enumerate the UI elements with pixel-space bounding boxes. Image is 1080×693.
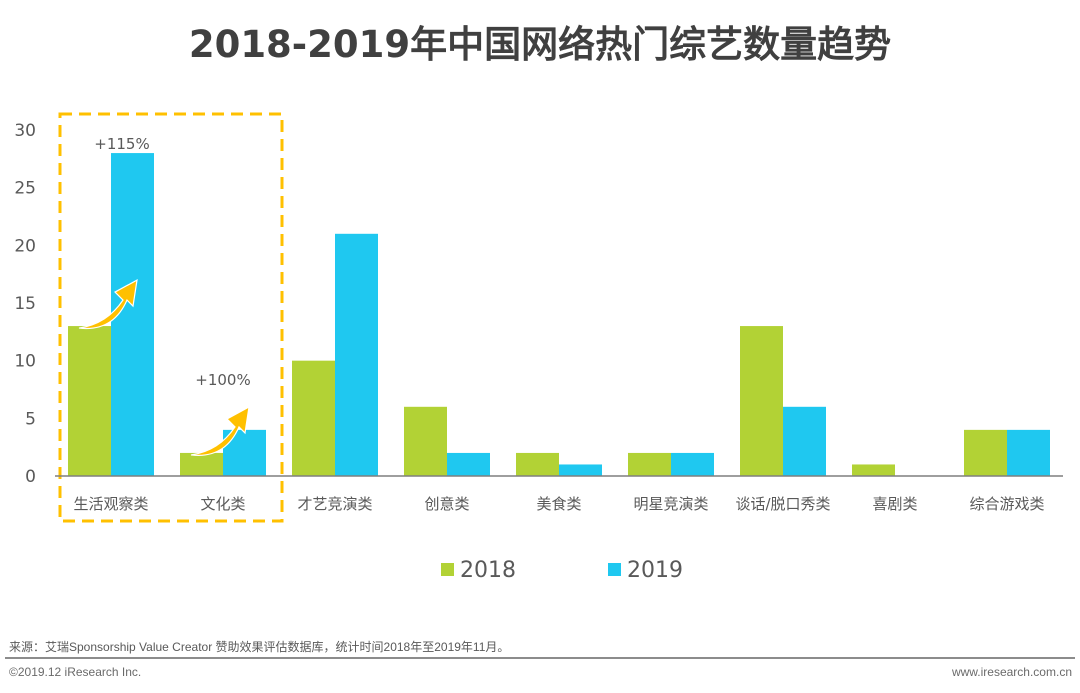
highlight-layer bbox=[58, 112, 284, 523]
source-note: 来源：艾瑞Sponsorship Value Creator 赞助效果评估数据库… bbox=[9, 640, 510, 654]
legend-label-2018: 2018 bbox=[460, 558, 516, 583]
bar-2019 bbox=[559, 464, 602, 476]
x-category-label: 才艺竞演类 bbox=[297, 495, 372, 513]
bar-2019 bbox=[1007, 429, 1050, 476]
growth-annotation: +115% bbox=[94, 135, 149, 153]
bar-2018 bbox=[628, 452, 671, 476]
x-category-label: 美食类 bbox=[536, 495, 581, 513]
y-tick-label: 15 bbox=[14, 294, 36, 314]
y-tick-label: 10 bbox=[14, 352, 36, 372]
bar-2018 bbox=[740, 326, 783, 476]
annotations: +115% +100% bbox=[94, 135, 250, 389]
x-category-label: 谈话/脱口秀类 bbox=[735, 495, 830, 513]
footer-divider bbox=[5, 657, 1075, 659]
bar-2019 bbox=[447, 452, 490, 476]
bar-2019 bbox=[335, 233, 378, 476]
x-category-label: 生活观察类 bbox=[73, 495, 148, 513]
bar-2019 bbox=[671, 452, 714, 476]
copyright-text: ©2019.12 iResearch Inc. bbox=[9, 665, 142, 679]
bar-2018 bbox=[292, 360, 335, 476]
website-link[interactable]: www.iresearch.com.cn bbox=[951, 665, 1072, 679]
x-category-label: 创意类 bbox=[424, 495, 469, 513]
bar-2018 bbox=[68, 326, 111, 476]
y-tick-label: 25 bbox=[14, 179, 36, 199]
bar-2018 bbox=[404, 406, 447, 476]
bar-chart: 0 5 10 15 20 25 30 生活观察类 文化类 才艺竞演类 创意类 美食类 明星竞演类 谈话/… bbox=[14, 112, 1063, 583]
growth-annotation: +100% bbox=[195, 371, 250, 389]
chart-title: 2018-2019年中国网络热门综艺数量趋势 bbox=[188, 23, 892, 66]
growth-arrow-icon bbox=[78, 278, 138, 330]
y-tick-label: 0 bbox=[25, 467, 36, 487]
bar-2018 bbox=[852, 464, 895, 476]
x-axis-category-labels: 生活观察类 文化类 才艺竞演类 创意类 美食类 明星竞演类 谈话/脱口秀类 喜剧类 综合游戏类 bbox=[73, 495, 1044, 513]
x-category-label: 综合游戏类 bbox=[969, 495, 1044, 513]
highlight-dashed-box bbox=[58, 112, 284, 523]
bar-2018 bbox=[516, 452, 559, 476]
y-tick-label: 30 bbox=[14, 121, 36, 141]
x-category-label: 喜剧类 bbox=[872, 495, 917, 513]
bar-2018 bbox=[180, 452, 223, 476]
bar-2018 bbox=[964, 429, 1007, 476]
x-category-label: 明星竞演类 bbox=[633, 495, 708, 513]
x-category-label: 文化类 bbox=[200, 495, 245, 513]
bar-2019 bbox=[783, 406, 826, 476]
legend-label-2019: 2019 bbox=[627, 558, 683, 583]
growth-arrow-icon bbox=[190, 405, 250, 456]
legend: 2018 2019 bbox=[441, 558, 683, 583]
legend-swatch-2018 bbox=[441, 563, 454, 576]
legend-swatch-2019 bbox=[608, 563, 621, 576]
y-axis-ticks: 0 5 10 15 20 25 30 bbox=[14, 121, 36, 487]
growth-arrows bbox=[78, 278, 250, 456]
y-tick-label: 20 bbox=[14, 236, 36, 256]
y-tick-label: 5 bbox=[25, 409, 36, 429]
bars bbox=[68, 153, 1050, 477]
